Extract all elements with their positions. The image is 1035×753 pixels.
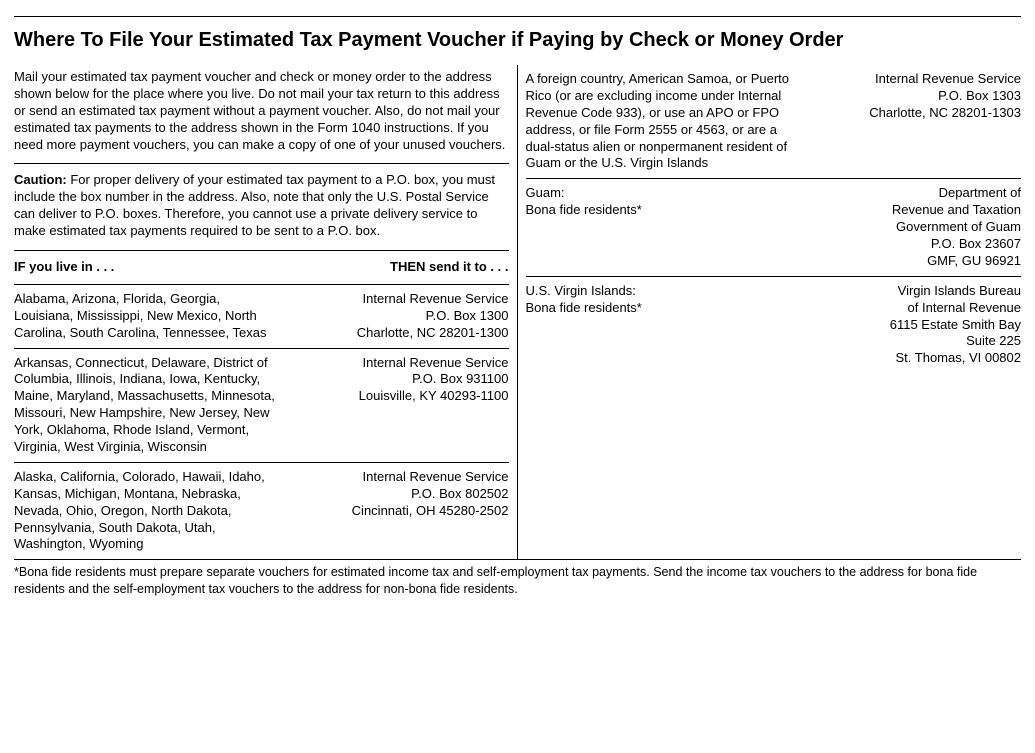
top-rule	[14, 16, 1021, 17]
addr-line: Revenue and Taxation	[801, 202, 1021, 219]
address-cell: Virgin Islands Bureau of Internal Revenu…	[801, 283, 1021, 367]
addr-line: Charlotte, NC 28201-1303	[801, 105, 1021, 122]
page-title: Where To File Your Estimated Tax Payment…	[14, 27, 1021, 53]
if-then-header: IF you live in . . . THEN send it to . .…	[14, 250, 509, 284]
addr-line: P.O. Box 23607	[801, 236, 1021, 253]
addr-line: Charlotte, NC 28201-1300	[289, 325, 509, 342]
condition-cell: Guam: Bona fide residents*	[526, 185, 801, 269]
addr-line: Suite 225	[801, 333, 1021, 350]
addr-line: Cincinnati, OH 45280-2502	[289, 503, 509, 520]
states-cell: Alaska, California, Colorado, Hawaii, Id…	[14, 469, 289, 553]
address-row: Guam: Bona fide residents* Department of…	[526, 178, 1022, 275]
caution-label: Caution:	[14, 172, 67, 187]
address-cell: Internal Revenue Service P.O. Box 1303 C…	[801, 71, 1021, 172]
footnote: *Bona fide residents must prepare separa…	[14, 560, 1021, 597]
addr-line: Internal Revenue Service	[289, 469, 509, 486]
caution-text: For proper delivery of your estimated ta…	[14, 172, 495, 238]
address-cell: Internal Revenue Service P.O. Box 802502…	[289, 469, 509, 553]
addr-line: Louisville, KY 40293-1100	[289, 388, 509, 405]
states-cell: Alabama, Arizona, Florida, Georgia, Loui…	[14, 291, 289, 342]
address-row: U.S. Virgin Islands: Bona fide residents…	[526, 276, 1022, 373]
addr-line: Department of	[801, 185, 1021, 202]
address-row: Alabama, Arizona, Florida, Georgia, Loui…	[14, 284, 509, 348]
addr-line: P.O. Box 1303	[801, 88, 1021, 105]
address-cell: Department of Revenue and Taxation Gover…	[801, 185, 1021, 269]
then-header: THEN send it to . . .	[390, 259, 508, 276]
addr-line: of Internal Revenue	[801, 300, 1021, 317]
addr-line: P.O. Box 931100	[289, 371, 509, 388]
two-column-layout: Mail your estimated tax payment voucher …	[14, 65, 1021, 560]
addr-line: GMF, GU 96921	[801, 253, 1021, 270]
left-column: Mail your estimated tax payment voucher …	[14, 65, 518, 559]
condition-cell: A foreign country, American Samoa, or Pu…	[526, 71, 801, 172]
addr-line: Internal Revenue Service	[289, 291, 509, 308]
intro-text: Mail your estimated tax payment voucher …	[14, 65, 509, 163]
addr-line: P.O. Box 802502	[289, 486, 509, 503]
right-column: A foreign country, American Samoa, or Pu…	[518, 65, 1022, 559]
addr-line: Internal Revenue Service	[801, 71, 1021, 88]
caution-block: Caution: For proper delivery of your est…	[14, 163, 509, 250]
states-cell: Arkansas, Connecticut, Delaware, Distric…	[14, 355, 289, 456]
address-row: A foreign country, American Samoa, or Pu…	[526, 65, 1022, 178]
addr-line: Virgin Islands Bureau	[801, 283, 1021, 300]
addr-line: P.O. Box 1300	[289, 308, 509, 325]
address-cell: Internal Revenue Service P.O. Box 1300 C…	[289, 291, 509, 342]
addr-line: Internal Revenue Service	[289, 355, 509, 372]
address-cell: Internal Revenue Service P.O. Box 931100…	[289, 355, 509, 456]
condition-cell: U.S. Virgin Islands: Bona fide residents…	[526, 283, 801, 367]
if-header: IF you live in . . .	[14, 259, 114, 276]
address-row: Alaska, California, Colorado, Hawaii, Id…	[14, 462, 509, 559]
addr-line: 6115 Estate Smith Bay	[801, 317, 1021, 334]
addr-line: St. Thomas, VI 00802	[801, 350, 1021, 367]
addr-line: Government of Guam	[801, 219, 1021, 236]
address-row: Arkansas, Connecticut, Delaware, Distric…	[14, 348, 509, 462]
